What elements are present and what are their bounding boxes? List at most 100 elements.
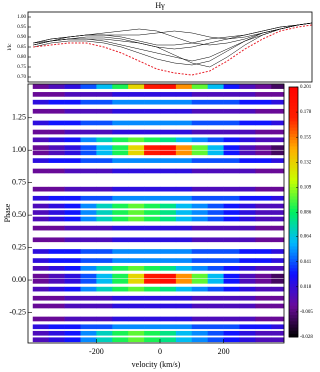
heatmap-cell xyxy=(239,210,256,215)
heatmap-cell xyxy=(191,337,208,343)
heatmap-cell xyxy=(48,278,65,284)
heatmap-cell xyxy=(144,108,161,114)
y-tick-label: 0.70 xyxy=(17,75,26,80)
heatmap-cell xyxy=(96,216,113,222)
heatmap-cell xyxy=(80,210,97,215)
heatmap-cell xyxy=(255,168,272,174)
heatmap-cell xyxy=(223,225,240,231)
heatmap-cell xyxy=(128,249,145,254)
heatmap-cell xyxy=(80,266,97,271)
heatmap-cell xyxy=(64,249,81,254)
heatmap-cell xyxy=(239,186,256,192)
colorbar-tick-label: 0.132 xyxy=(300,160,312,165)
heatmap-cell xyxy=(96,303,113,309)
heatmap-cell xyxy=(80,273,97,279)
heatmap-cell xyxy=(128,278,145,284)
heatmap-cell xyxy=(255,286,272,292)
heatmap-cell xyxy=(32,273,49,279)
heatmap-cell xyxy=(223,258,240,263)
heatmap-cell xyxy=(144,92,161,97)
heatmap-cell xyxy=(271,266,285,271)
heatmap-cell xyxy=(255,249,272,254)
colorbar-swatch xyxy=(289,249,298,254)
colorbar-swatch xyxy=(289,93,298,97)
heatmap-cell xyxy=(64,168,81,174)
heatmap-cell xyxy=(255,150,272,156)
heatmap-cell xyxy=(96,324,113,330)
colorbar-tick-label: 0.064 xyxy=(300,235,312,240)
heatmap-cell xyxy=(159,337,177,343)
heatmap-cell xyxy=(239,150,256,156)
heatmap-cell xyxy=(255,195,272,201)
heatmap-cell xyxy=(159,137,177,143)
heatmap-cell xyxy=(144,129,161,135)
heatmap-cell xyxy=(191,129,208,135)
heatmap-cell xyxy=(159,168,177,174)
heatmap-cell xyxy=(48,195,65,201)
heatmap-cell xyxy=(239,278,256,284)
heatmap-cell xyxy=(112,337,129,343)
heatmap-cell xyxy=(223,210,240,215)
heatmap-cell xyxy=(255,108,272,114)
heatmap-cell xyxy=(96,249,113,254)
heatmap-cell xyxy=(128,295,145,301)
heatmap-cell xyxy=(32,158,49,163)
heatmap-cell xyxy=(128,210,145,215)
heatmap-cell xyxy=(144,120,161,126)
heatmap-cell xyxy=(175,120,193,126)
heatmap-cell xyxy=(48,150,65,156)
heatmap-cell xyxy=(144,158,161,163)
heatmap-cell xyxy=(48,295,65,301)
colorbar-swatch xyxy=(289,108,298,113)
heatmap-cell xyxy=(239,195,256,201)
heatmap-cell xyxy=(144,84,161,89)
heatmap-cell xyxy=(175,337,193,343)
heatmap-cell xyxy=(159,186,177,192)
heatmap-cell xyxy=(128,225,145,231)
colorbar-swatch xyxy=(289,152,298,157)
heatmap-cell xyxy=(207,203,224,209)
heatmap-cell xyxy=(223,137,240,143)
heatmap-cell xyxy=(128,137,145,143)
heatmap-cell xyxy=(128,203,145,209)
heatmap-cell xyxy=(80,225,97,231)
heatmap-cell xyxy=(144,295,161,301)
colorbar-swatch xyxy=(289,149,298,154)
colorbar-swatch xyxy=(289,243,298,247)
heatmap-cell xyxy=(175,158,193,163)
heatmap-cell xyxy=(271,137,285,143)
heatmap-cell xyxy=(80,137,97,143)
heatmap-cell xyxy=(112,295,129,301)
heatmap-cell xyxy=(191,108,208,114)
heatmap-cell xyxy=(239,203,256,209)
colorbar-swatch xyxy=(289,227,298,232)
heatmap-cell xyxy=(223,237,240,243)
heatmap-cell xyxy=(96,225,113,231)
colorbar-swatch xyxy=(289,271,298,275)
heatmap-cell xyxy=(64,316,81,322)
heatmap-cell xyxy=(175,286,193,292)
heatmap-cell xyxy=(159,203,177,209)
heatmap-cell xyxy=(175,203,193,209)
heatmap-cell xyxy=(144,273,161,279)
heatmap-cell xyxy=(191,84,208,89)
heatmap-cell xyxy=(96,137,113,143)
heatmap-cell xyxy=(128,108,145,114)
heatmap-cell xyxy=(239,258,256,263)
heatmap-cell xyxy=(64,120,81,126)
heatmap-cell xyxy=(144,145,161,150)
heatmap-cell xyxy=(207,303,224,309)
heatmap-cell xyxy=(64,216,81,222)
heatmap-cell xyxy=(207,330,224,336)
colorbar-swatch xyxy=(289,105,298,110)
colorbar-swatch xyxy=(289,221,298,225)
heatmap-cell xyxy=(271,273,285,279)
colorbar-tick-label: 0.109 xyxy=(300,186,312,191)
heatmap-cell xyxy=(112,303,129,309)
colorbar-swatch xyxy=(289,180,298,185)
heatmap-cell xyxy=(239,92,256,97)
heatmap-cell xyxy=(255,303,272,309)
heatmap-cell xyxy=(48,273,65,279)
heatmap-cell xyxy=(271,108,285,114)
